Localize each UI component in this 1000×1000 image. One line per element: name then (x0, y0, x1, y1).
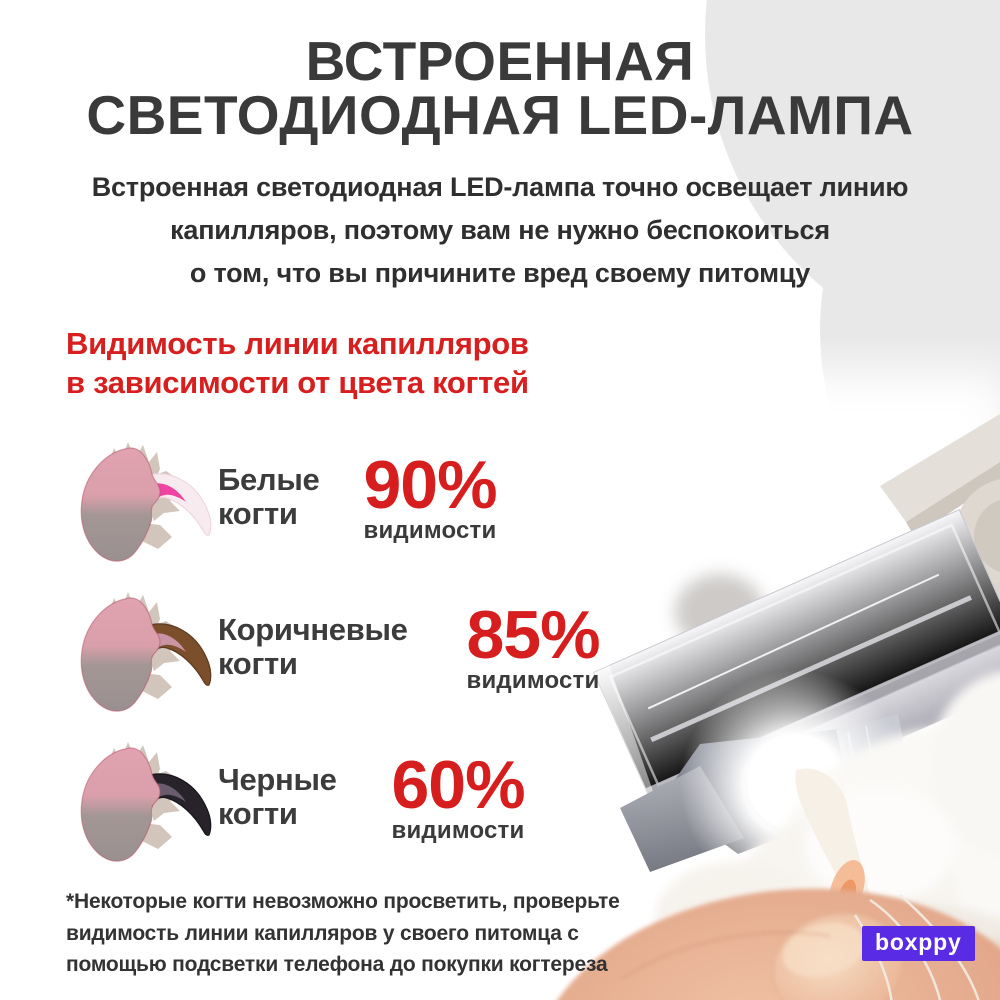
percent-caption: видимости (363, 517, 497, 544)
claw-row-white: Белые когти 90% видимости (0, 435, 640, 567)
percent-value: 90% (363, 447, 497, 523)
row-label-black: Черные когти (218, 762, 337, 831)
claw-row-black: Черные когти 60% видимости (0, 735, 640, 867)
footnote: *Некоторые когти невозможно просветить, … (66, 890, 620, 976)
paw-pad (80, 597, 161, 712)
paw-pad (80, 447, 161, 562)
percent-value: 60% (391, 747, 525, 823)
visibility-stat-black: 60% видимости (391, 747, 525, 844)
visibility-stat-white: 90% видимости (363, 447, 497, 544)
brown-claw-icon (80, 592, 212, 712)
title-line-2: СВЕТОДИОДНАЯ LED-ЛАМПА (86, 84, 914, 146)
page-subtitle: Встроенная светодиодная LED-лампа точно … (91, 172, 909, 288)
brand-badge: boxppy (862, 926, 975, 961)
title-line-1: ВСТРОЕННАЯ (305, 30, 695, 92)
percent-value: 85% (466, 597, 600, 673)
percent-caption: видимости (391, 817, 525, 844)
claw-row-brown: Коричневые когти 85% видимости (0, 585, 640, 717)
visibility-stat-brown: 85% видимости (466, 597, 600, 694)
paw-pad (80, 747, 161, 862)
percent-caption: видимости (466, 667, 600, 694)
row-label-white: Белые когти (218, 462, 320, 531)
brand-label: boxppy (875, 929, 962, 955)
row-label-brown: Коричневые когти (218, 612, 408, 681)
black-claw-icon (80, 742, 212, 862)
section-heading: Видимость линии капилляров в зависимости… (66, 326, 529, 400)
white-claw-icon (80, 442, 212, 562)
product-photo (410, 370, 1000, 1000)
page-title: ВСТРОЕННАЯ СВЕТОДИОДНАЯ LED-ЛАМПА (0, 30, 1000, 146)
